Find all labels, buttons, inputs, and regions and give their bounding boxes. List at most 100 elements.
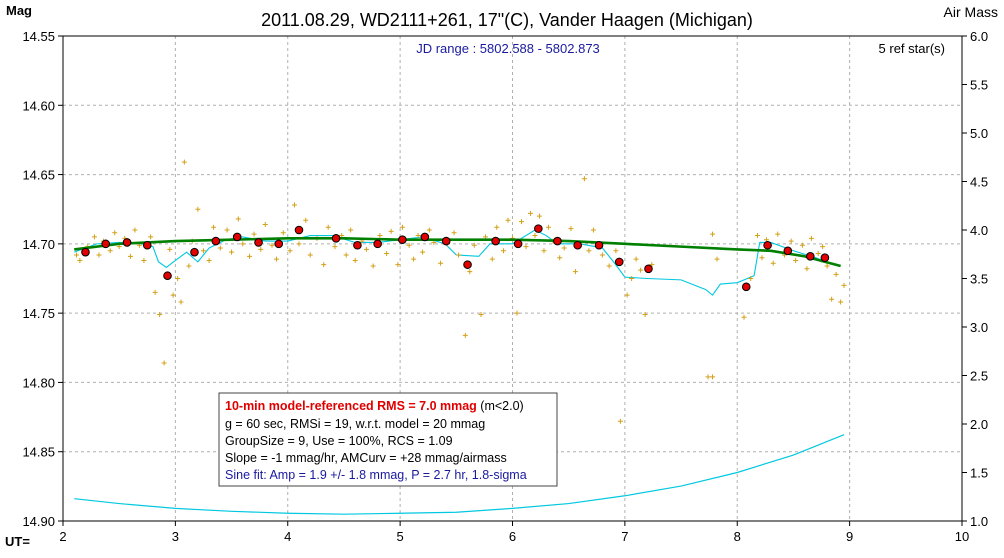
raw-point [514, 310, 520, 316]
raw-point [572, 269, 578, 275]
raw-point [456, 252, 462, 258]
raw-point [343, 252, 349, 258]
raw-point [274, 256, 280, 262]
legend-rms-label: 10-min model-referenced RMS = 7.0 mmag [225, 399, 477, 413]
chart-subtitle: JD range : 5802.588 - 5802.873 [416, 41, 600, 56]
raw-point [759, 255, 765, 261]
raw-point [838, 299, 844, 305]
group-mean-point [163, 271, 172, 281]
group-mean-point [763, 240, 772, 250]
raw-point [451, 230, 457, 236]
raw-point [775, 231, 781, 237]
raw-point [247, 253, 253, 259]
raw-point [426, 227, 432, 233]
raw-point [167, 246, 173, 252]
x-tick-label: 5 [397, 529, 404, 544]
legend-line-1: 10-min model-referenced RMS = 7.0 mmag (… [225, 399, 524, 413]
y-tick-label: 14.65 [22, 168, 55, 183]
x-tick-label: 7 [621, 529, 628, 544]
group-mean-point [573, 240, 582, 250]
raw-point [770, 260, 776, 266]
group-mean-point [190, 247, 199, 257]
y2-tick-label: 1.5 [970, 466, 988, 481]
raw-point [438, 260, 444, 266]
y2-tick-label: 2.5 [970, 369, 988, 384]
raw-point [799, 242, 805, 248]
raw-point [518, 219, 524, 225]
group-mean-point [398, 235, 407, 244]
y2-tick-label: 6.0 [970, 29, 988, 44]
raw-point [157, 312, 163, 318]
raw-point [186, 263, 192, 269]
raw-point [808, 235, 814, 241]
raw-point [178, 299, 184, 305]
group-mean-point [420, 232, 430, 242]
raw-point [240, 241, 246, 247]
raw-point [633, 256, 639, 262]
raw-point [170, 292, 176, 298]
legend-box [218, 392, 558, 487]
x-axis-label: UT= [5, 534, 30, 549]
raw-point [642, 312, 648, 318]
raw-point [420, 249, 426, 255]
group-mean-point [783, 246, 793, 256]
raw-point [388, 228, 394, 234]
raw-point [211, 224, 217, 230]
raw-point [561, 245, 567, 251]
raw-point [262, 221, 268, 227]
raw-point [462, 332, 468, 338]
raw-point [107, 248, 113, 254]
raw-point [175, 276, 181, 281]
chart-title: 2011.08.29, WD2111+261, 17"(C), Vander H… [261, 10, 753, 30]
grid-lines [63, 36, 962, 521]
y2-tick-label: 4.5 [970, 175, 988, 190]
legend-line-5: Sine fit: Amp = 1.9 +/- 1.8 mmag, P = 2.… [225, 468, 527, 482]
ref-stars-label: 5 ref star(s) [879, 41, 945, 56]
group-mean-point [274, 239, 284, 249]
group-mean-point [254, 238, 263, 247]
legend-line-3: GroupSize = 9, Use = 100%, RCS = 1.09 [225, 434, 453, 448]
raw-point [363, 246, 369, 252]
raw-point [206, 257, 212, 263]
raw-point [195, 206, 201, 212]
raw-point [606, 263, 612, 269]
raw-point [127, 253, 133, 259]
raw-point [841, 282, 847, 288]
y-tick-label: 14.70 [22, 237, 55, 252]
raw-point [638, 267, 644, 273]
model-trend-line [74, 237, 841, 268]
x-tick-label: 3 [172, 529, 179, 544]
legend-line-4: Slope = -1 mmag/hr, AMCurv = +28 mmag/ai… [225, 451, 507, 465]
y-tick-label: 14.85 [22, 445, 55, 460]
y-tick-label: 14.90 [22, 514, 55, 529]
raw-point [545, 224, 551, 230]
raw-point [148, 234, 154, 240]
raw-point [741, 314, 747, 320]
raw-point [370, 263, 376, 269]
raw-point [624, 292, 630, 298]
y2-tick-label: 3.0 [970, 320, 988, 335]
x-tick-label: 10 [955, 529, 969, 544]
y2-tick-label: 2.0 [970, 417, 988, 432]
x-tick-label: 4 [284, 529, 291, 544]
raw-point [399, 224, 405, 230]
raw-point [471, 242, 477, 248]
group-mean-point [491, 236, 500, 246]
group-mean-point [513, 239, 523, 249]
group-mean-point [820, 253, 830, 263]
raw-point [161, 360, 167, 366]
raw-point [377, 233, 383, 239]
raw-point [200, 248, 206, 254]
group-mean-point [614, 257, 624, 267]
raw-point [804, 266, 810, 272]
raw-point [754, 233, 760, 239]
raw-point [258, 246, 264, 252]
raw-point [332, 244, 338, 250]
raw-point [384, 251, 390, 257]
group-mean-point [534, 224, 543, 233]
raw-point [132, 227, 138, 233]
raw-point [532, 233, 538, 239]
raw-point [536, 213, 542, 219]
y2-tick-label: 5.5 [970, 78, 988, 93]
legend-rms-condition: (m<2.0) [477, 399, 524, 413]
